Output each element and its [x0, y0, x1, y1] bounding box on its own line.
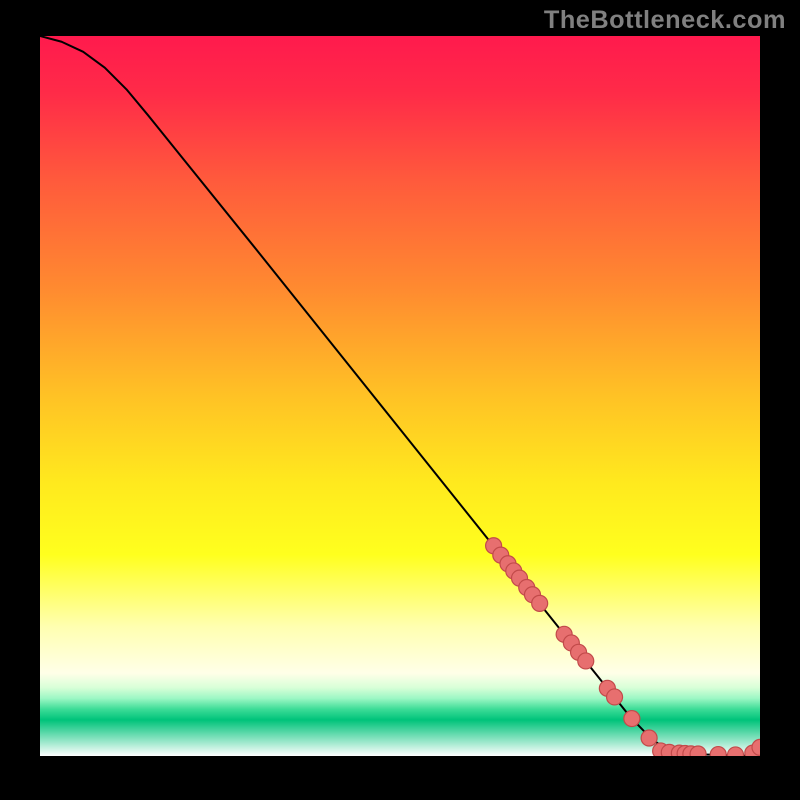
- chart-frame: TheBottleneck.com: [0, 0, 800, 800]
- gradient-background: [40, 36, 760, 756]
- chart-svg: [40, 36, 760, 756]
- data-marker: [690, 746, 706, 756]
- data-marker: [624, 711, 640, 727]
- data-marker: [641, 730, 657, 746]
- data-marker: [578, 653, 594, 669]
- data-marker: [607, 689, 623, 705]
- watermark-text: TheBottleneck.com: [544, 6, 786, 35]
- data-marker: [532, 595, 548, 611]
- plot-area: [40, 36, 760, 756]
